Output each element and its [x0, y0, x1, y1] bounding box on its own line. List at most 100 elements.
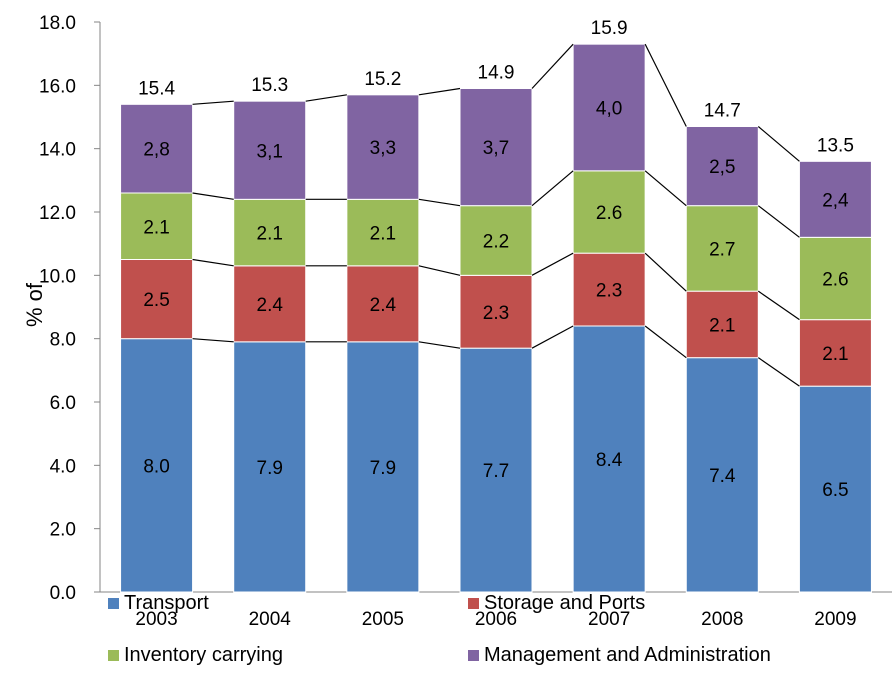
- y-tick-label: 2.0: [50, 520, 76, 541]
- x-tick-label: 2003: [135, 609, 177, 630]
- series-connector-line: [531, 325, 574, 349]
- series-connector-line: [418, 341, 461, 349]
- series-connector-line: [644, 325, 687, 359]
- bar-segment-inventory-carrying: [459, 205, 533, 276]
- total-value-label: 14.9: [478, 63, 515, 84]
- legend-swatch: [468, 598, 479, 609]
- bar-segment-storage-and-ports: [798, 319, 872, 387]
- segment-value-label: 2.1: [370, 224, 396, 245]
- bar-segment-transport: [233, 341, 307, 593]
- segment-value-label: 2.5: [143, 290, 169, 311]
- segment-value-label: 7.9: [370, 458, 396, 479]
- y-tick-label: 4.0: [50, 456, 76, 477]
- y-tick-label: 6.0: [50, 393, 76, 414]
- segment-value-label: 8.4: [596, 450, 623, 471]
- series-connector-line: [757, 290, 800, 321]
- segment-value-label: 2.3: [596, 281, 622, 302]
- series-connector-line: [757, 357, 800, 387]
- segment-value-label: 2.4: [370, 295, 397, 316]
- series-connector-line: [644, 43, 687, 127]
- legend-label: Transport: [124, 592, 209, 614]
- bar-segment-inventory-carrying: [120, 192, 194, 260]
- segment-value-label: 2.1: [822, 344, 848, 365]
- bar-segment-inventory-carrying: [685, 205, 759, 292]
- bar-segment-management-and-administration: [572, 43, 646, 172]
- segment-value-label: 2.1: [709, 315, 735, 336]
- bar-segment-inventory-carrying: [798, 236, 872, 321]
- series-connector-line: [644, 252, 687, 292]
- y-tick-label: 12.0: [39, 203, 76, 224]
- bar-segment-transport: [685, 357, 759, 593]
- legend-swatch: [108, 650, 119, 661]
- segment-value-label: 2.2: [483, 232, 509, 253]
- data-labels: 8.0 2.5 2.1 2,8 15.4 7.9 2.4 2.1 3,1 15.3 7.9 2.4 2.…: [138, 18, 854, 501]
- x-tick-label: 2004: [249, 609, 292, 630]
- segment-value-label: 2.3: [483, 303, 509, 324]
- segment-value-label: 4,0: [596, 99, 622, 120]
- legend-swatch: [468, 650, 479, 661]
- total-value-label: 14.7: [704, 101, 741, 122]
- bar-segment-inventory-carrying: [572, 170, 646, 254]
- y-axis-label: % of: [22, 282, 47, 327]
- x-tick-label: 2005: [362, 609, 404, 630]
- segment-value-label: 7.7: [483, 461, 509, 482]
- series-connector-line: [757, 126, 800, 162]
- axes: 0.0 2.0 4.0 6.0 8.0 10.0 12.0 14.0 16.0 18.0 2003 2…: [39, 13, 892, 630]
- series-connector-line: [192, 258, 234, 267]
- bar-segment-storage-and-ports: [685, 290, 759, 359]
- y-tick-label: 18.0: [39, 13, 76, 34]
- bar-segment-management-and-administration: [685, 126, 759, 207]
- y-tick-label: 0.0: [50, 583, 76, 604]
- bar-segment-transport: [120, 338, 194, 593]
- segment-value-label: 8.0: [143, 456, 169, 477]
- segment-value-label: 6.5: [822, 480, 848, 501]
- bar-segment-transport: [459, 347, 533, 593]
- bar-segment-management-and-administration: [459, 88, 533, 207]
- x-tick-label: 2007: [588, 609, 630, 630]
- series-connector-line: [531, 170, 574, 207]
- series-connector-line: [192, 192, 234, 200]
- total-value-label: 13.5: [817, 135, 854, 156]
- series-lines: [192, 43, 800, 387]
- bar-segment-storage-and-ports: [459, 274, 533, 349]
- total-value-label: 15.2: [364, 69, 401, 90]
- bar-segment-management-and-administration: [798, 160, 872, 238]
- x-tick-label: 2009: [814, 609, 856, 630]
- segment-value-label: 2.1: [257, 224, 283, 245]
- segment-value-label: 7.9: [257, 458, 283, 479]
- segment-value-label: 2.4: [257, 295, 284, 316]
- bars: [120, 43, 872, 593]
- legend-label: Storage and Ports: [484, 592, 645, 614]
- series-connector-line: [305, 94, 347, 102]
- segment-value-label: 2.6: [822, 270, 848, 291]
- y-tick-label: 10.0: [39, 266, 76, 287]
- y-tick-label: 8.0: [50, 330, 76, 351]
- legend-swatch: [108, 598, 119, 609]
- segment-value-label: 3,3: [370, 138, 396, 159]
- series-connector-line: [418, 87, 461, 96]
- total-value-label: 15.9: [591, 18, 628, 39]
- segment-value-label: 2.7: [709, 239, 735, 260]
- bar-segment-management-and-administration: [346, 94, 420, 200]
- series-connector-line: [192, 100, 234, 105]
- segment-value-label: 3,7: [483, 138, 509, 159]
- segment-value-label: 2,8: [143, 140, 169, 161]
- bar-segment-transport: [346, 341, 420, 593]
- series-connector-line: [644, 170, 687, 207]
- bar-segment-transport: [572, 325, 646, 593]
- legend-label: Management and Administration: [484, 644, 771, 666]
- x-tick-label: 2006: [475, 609, 517, 630]
- bar-segment-storage-and-ports: [572, 252, 646, 327]
- x-tick-label: 2008: [701, 609, 743, 630]
- bar-segment-management-and-administration: [120, 103, 194, 194]
- series-connector-line: [531, 43, 574, 89]
- bar-segment-management-and-administration: [233, 100, 307, 200]
- bar-segment-storage-and-ports: [346, 265, 420, 343]
- segment-value-label: 2.1: [143, 217, 169, 238]
- y-tick-label: 14.0: [39, 140, 76, 161]
- series-connector-line: [757, 205, 800, 238]
- segment-value-label: 3,1: [257, 141, 283, 162]
- series-connector-line: [192, 338, 234, 343]
- y-tick-label: 16.0: [39, 76, 76, 97]
